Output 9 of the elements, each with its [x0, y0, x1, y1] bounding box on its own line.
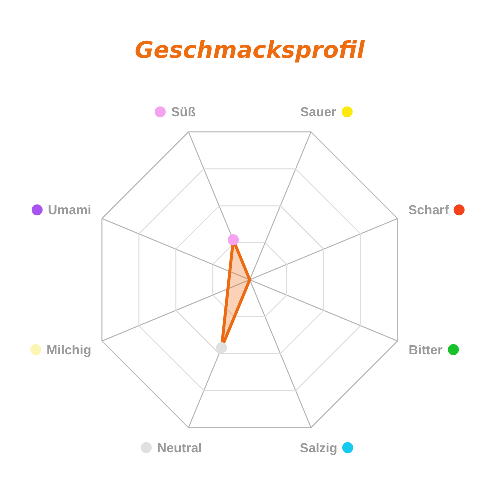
spoke-label: Neutral [157, 440, 202, 456]
spoke-label: Süß [171, 104, 196, 120]
spoke-label: Milchig [46, 342, 92, 357]
spoke-label: Sauer [300, 104, 337, 120]
chart-title: Geschmacksprofil [135, 38, 366, 64]
spoke-label: Bitter [408, 342, 443, 357]
spoke-label: Scharf [408, 203, 450, 218]
spoke-label: Salzig [300, 440, 338, 456]
spoke-label: Umami [48, 203, 92, 218]
